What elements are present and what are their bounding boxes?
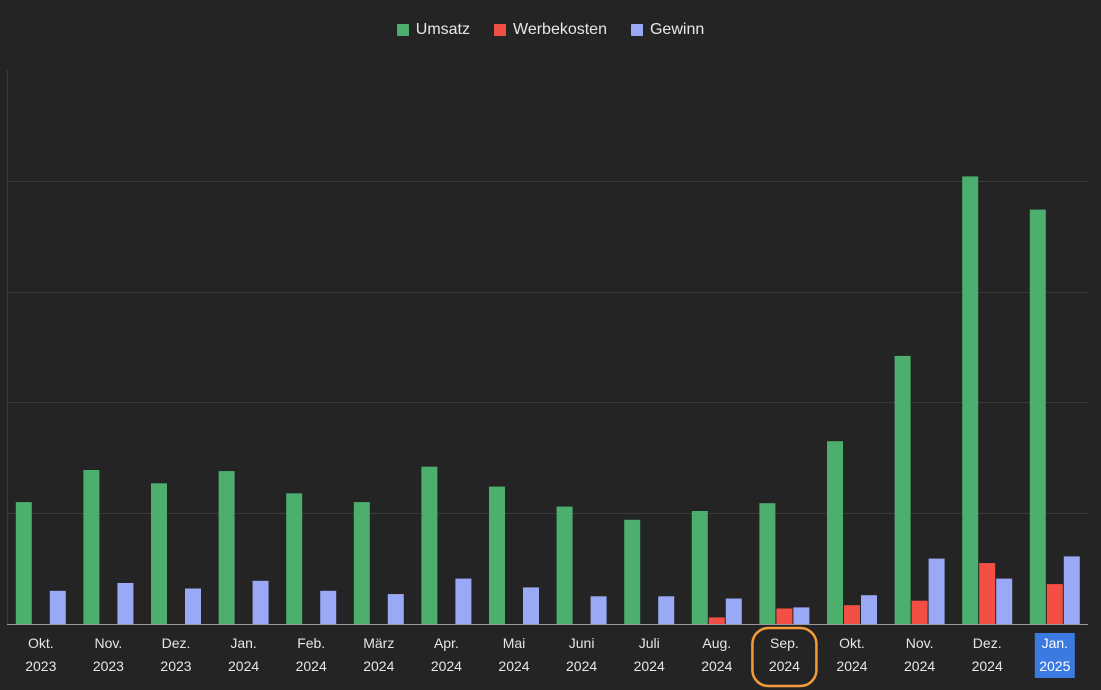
legend-item-umsatz[interactable]: Umsatz [396,19,470,41]
bar-gewinn[interactable] [1063,556,1080,624]
x-tick-month: Jan. [1042,635,1068,651]
bar-gewinn[interactable] [455,578,472,624]
bar-gewinn[interactable] [320,590,337,624]
x-tick-month: Mai [503,635,526,651]
x-tick-year: 2025 [1039,658,1070,674]
bar-gewinn[interactable] [49,590,66,624]
x-tick-month: Aug. [702,635,731,651]
bar-werbekosten[interactable] [911,600,928,624]
selected-tick-highlight [1034,633,1075,678]
bar-umsatz[interactable] [759,503,776,624]
bar-umsatz[interactable] [286,493,303,624]
x-tick-month: Dez. [973,635,1002,651]
bar-umsatz[interactable] [83,470,100,624]
bar-umsatz[interactable] [353,502,370,624]
x-tick-month: Juli [639,635,660,651]
x-tick-year: 2024 [363,658,394,674]
x-tick-month: Sep. [770,635,799,651]
x-tick-year: 2024 [904,658,935,674]
legend-swatch [494,24,506,36]
x-tick-year: 2024 [566,658,597,674]
x-tick-year: 2024 [972,658,1003,674]
bar-umsatz[interactable] [556,506,573,624]
x-tick-month: Nov. [906,635,934,651]
x-tick-year: 2024 [431,658,462,674]
bar-umsatz[interactable] [624,519,641,624]
x-tick-year: 2024 [498,658,529,674]
tick-annotation-circle [751,626,818,688]
x-tick-year: 2023 [25,658,56,674]
x-tick-month: Feb. [297,635,325,651]
x-tick-year: 2023 [93,658,124,674]
x-tick-month: Okt. [28,635,54,651]
legend-label: Umsatz [415,21,470,38]
x-tick-year: 2024 [836,658,867,674]
x-tick-year: 2024 [769,658,800,674]
bar-gewinn[interactable] [861,595,877,624]
legend-label: Werbekosten [513,21,607,38]
bar-umsatz[interactable] [1029,209,1046,624]
legend-swatch [396,24,409,36]
x-tick-year: 2024 [228,658,259,674]
bar-umsatz[interactable] [691,511,708,624]
bar-gewinn[interactable] [928,558,945,624]
x-tick-year: 2024 [634,658,665,674]
bar-umsatz[interactable] [489,486,505,624]
bar-umsatz[interactable] [827,441,843,624]
x-tick-month: Dez. [162,635,191,651]
bar-gewinn[interactable] [725,598,742,625]
bar-umsatz[interactable] [962,176,979,624]
legend-item-werbekosten[interactable]: Werbekosten [494,19,607,41]
bar-gewinn[interactable] [793,607,810,624]
bar-umsatz[interactable] [15,502,32,624]
bar-werbekosten[interactable] [708,617,725,624]
legend-label: Gewinn [649,21,705,38]
bar-umsatz[interactable] [421,466,438,624]
x-tick-month: Apr. [434,635,459,651]
x-tick-month: Jan. [230,635,256,651]
bar-gewinn[interactable] [523,587,539,624]
bar-gewinn[interactable] [185,588,201,625]
legend: Umsatz Werbekosten Gewinn [0,19,1101,41]
bar-gewinn[interactable] [996,578,1013,624]
x-tick-month: Okt. [839,635,865,651]
bar-gewinn[interactable] [387,594,404,624]
bar-umsatz[interactable] [218,471,235,624]
bar-gewinn[interactable] [590,596,607,624]
bar-gewinn[interactable] [658,596,675,624]
bar-werbekosten[interactable] [979,563,996,624]
x-tick-month: Nov. [95,635,123,651]
bar-gewinn[interactable] [117,583,134,624]
bar-umsatz[interactable] [151,483,167,624]
x-tick-month: März [363,635,394,651]
x-tick-year: 2024 [701,658,732,674]
bar-werbekosten[interactable] [844,605,860,624]
x-tick-month: Juni [569,635,595,651]
bar-gewinn[interactable] [252,580,269,624]
legend-item-gewinn[interactable]: Gewinn [630,19,705,41]
x-tick-year: 2023 [160,658,191,674]
bar-werbekosten[interactable] [776,608,793,625]
x-tick-year: 2024 [296,658,327,674]
bar-werbekosten[interactable] [1046,584,1063,624]
legend-swatch [630,24,643,36]
bar-umsatz[interactable] [894,355,911,624]
